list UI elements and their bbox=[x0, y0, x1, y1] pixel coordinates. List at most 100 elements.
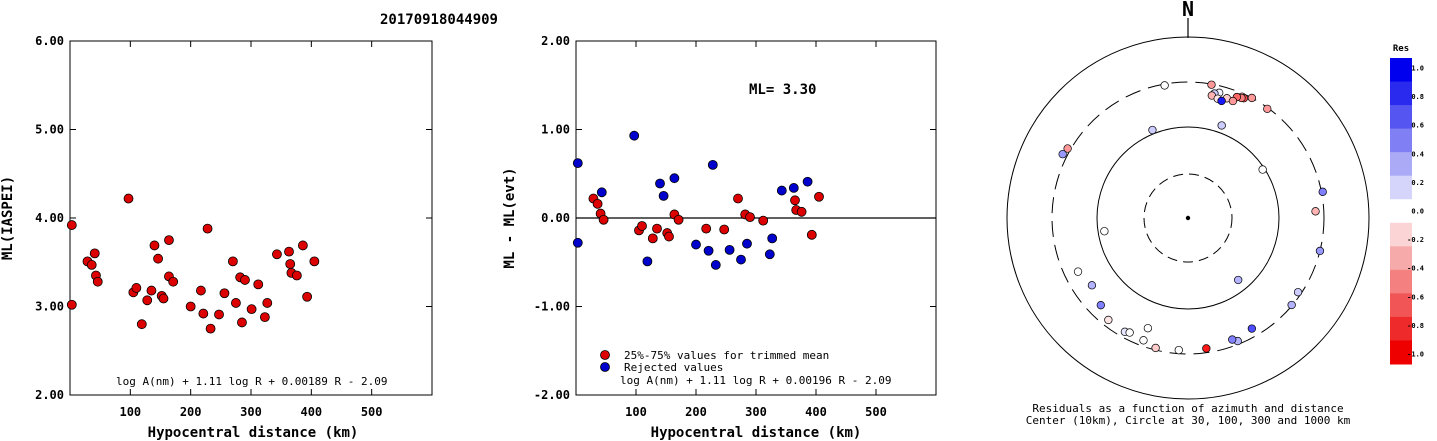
ml-data-point bbox=[302, 291, 313, 302]
ml-data-point bbox=[262, 298, 273, 308]
colorbar-title: Res bbox=[1393, 44, 1409, 54]
ml-data-point bbox=[123, 193, 134, 204]
rejected-data-point bbox=[767, 233, 778, 244]
rejected-data-point bbox=[642, 256, 653, 267]
trimmed-data-point bbox=[758, 215, 769, 226]
rejected-data-point bbox=[710, 260, 721, 270]
station-residual-point bbox=[1293, 288, 1303, 297]
ml-data-point bbox=[131, 283, 142, 293]
ml-data-point bbox=[66, 299, 77, 310]
ring-30km bbox=[1143, 173, 1233, 263]
ring-100km bbox=[1096, 126, 1280, 310]
station-residual-point bbox=[1247, 93, 1256, 103]
rejected-data-point bbox=[703, 245, 714, 256]
station-residual-point bbox=[1104, 315, 1113, 325]
ml-x-tick-label: 400 bbox=[300, 405, 322, 419]
ml-axis-ticks: 100 200 300 400 500 2.00 3.00 4.00 5.00 6.00 bbox=[35, 34, 432, 419]
station-residual-point bbox=[1174, 345, 1183, 355]
rejected-data-point bbox=[669, 173, 680, 184]
ml-data-point bbox=[66, 220, 77, 230]
ml-y-tick-label: 4.00 bbox=[35, 211, 64, 225]
station-residual-point bbox=[1202, 344, 1211, 353]
rejected-data-point bbox=[629, 130, 640, 141]
colorbar-tick-label: -0.2 bbox=[1407, 236, 1424, 244]
colorbar-tick-label: -0.6 bbox=[1407, 293, 1424, 301]
ml-data-point bbox=[227, 256, 238, 267]
rejected-data-point bbox=[596, 187, 607, 198]
colorbar-block bbox=[1390, 152, 1412, 177]
ml-x-tick-label: 500 bbox=[361, 405, 383, 419]
rejected-data-point bbox=[736, 254, 746, 265]
epicenter-dot bbox=[1185, 215, 1191, 221]
rejected-data-point bbox=[724, 244, 735, 255]
station-residual-point bbox=[1087, 281, 1097, 290]
rejected-data-point bbox=[572, 237, 583, 248]
ml-data-point bbox=[136, 319, 147, 330]
residual-x-tick-label: 100 bbox=[625, 405, 647, 419]
legend-marker-rejected bbox=[600, 362, 610, 372]
rejected-data-point bbox=[655, 178, 665, 189]
station-residual-point bbox=[1315, 246, 1325, 256]
trimmed-data-point bbox=[814, 191, 824, 202]
ml-data-point bbox=[153, 253, 163, 264]
rejected-data-point bbox=[742, 238, 752, 249]
colorbar-tick-label: -0.8 bbox=[1407, 322, 1424, 330]
station-residual-point bbox=[1096, 301, 1105, 310]
ml-data-point bbox=[185, 301, 196, 312]
ml-y-tick-label: 2.00 bbox=[35, 388, 64, 402]
station-residual-point bbox=[1311, 207, 1320, 216]
trimmed-data-point bbox=[598, 214, 609, 225]
ml-x-axis-label: Hypocentral distance (km) bbox=[148, 425, 359, 441]
colorbar-block bbox=[1390, 81, 1412, 106]
residual-y-tick-label: -2.00 bbox=[534, 388, 570, 402]
north-label: N bbox=[1182, 0, 1194, 21]
station-residual-points bbox=[1058, 80, 1327, 355]
ml-data-point bbox=[92, 276, 103, 287]
ml-data-point bbox=[196, 285, 206, 296]
ml-data-point bbox=[291, 270, 302, 281]
station-residual-point bbox=[1148, 125, 1157, 135]
station-residual-point bbox=[1151, 343, 1160, 353]
trimmed-data-point bbox=[673, 214, 684, 225]
residual-y-axis-label: ML - ML(evt) bbox=[502, 167, 518, 268]
station-residual-point bbox=[1228, 335, 1237, 344]
legend-label-rejected: Rejected values bbox=[624, 361, 723, 374]
colorbar-block bbox=[1390, 105, 1412, 130]
ml-data-point bbox=[272, 249, 282, 260]
ml-data-point bbox=[146, 285, 157, 296]
ml-y-axis-label: ML(IASPEI) bbox=[0, 176, 16, 260]
ring-300km bbox=[1051, 81, 1325, 355]
ml-data-point bbox=[202, 223, 213, 234]
ml-formula: log A(nm) + 1.11 log R + 0.00189 R - 2.0… bbox=[116, 375, 388, 388]
station-residual-point bbox=[1258, 165, 1267, 174]
colorbar-block bbox=[1390, 175, 1412, 200]
rejected-data-point bbox=[691, 239, 701, 250]
ml-data-point bbox=[214, 309, 224, 320]
ml-data-point bbox=[149, 240, 160, 251]
ml-data-point bbox=[309, 256, 320, 267]
trimmed-data-point bbox=[592, 198, 603, 209]
trimmed-data-point bbox=[637, 221, 647, 231]
ml-data-point bbox=[198, 308, 209, 319]
residual-x-axis-label: Hypocentral distance (km) bbox=[651, 425, 862, 441]
colorbar-block bbox=[1390, 293, 1412, 318]
map-caption-line2: Center (10km), Circle at 30, 100, 300 an… bbox=[1026, 414, 1351, 427]
ml-data-point bbox=[259, 312, 270, 323]
colorbar-block bbox=[1390, 269, 1412, 294]
residual-x-tick-label: 200 bbox=[685, 405, 707, 419]
residual-scatter-chart: 100 200 300 400 500 -2.00 -1.00 0.00 1.00 2.00 ML… bbox=[502, 34, 937, 441]
residual-x-tick-label: 400 bbox=[805, 405, 827, 419]
rejected-data-point bbox=[788, 183, 799, 193]
rejected-data-point bbox=[776, 185, 787, 196]
ml-data-point bbox=[253, 279, 264, 290]
station-residual-point bbox=[1217, 96, 1226, 106]
trimmed-data-point bbox=[664, 231, 674, 242]
station-residual-point bbox=[1160, 81, 1169, 90]
legend-marker-trimmed bbox=[600, 350, 610, 360]
station-residual-point bbox=[1247, 324, 1257, 333]
ml-y-tick-label: 3.00 bbox=[35, 300, 64, 314]
trimmed-data-point bbox=[796, 206, 807, 217]
station-residual-point bbox=[1125, 328, 1134, 337]
ml-x-tick-label: 300 bbox=[240, 405, 262, 419]
